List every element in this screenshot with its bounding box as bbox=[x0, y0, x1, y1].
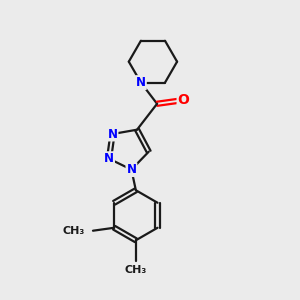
Text: CH₃: CH₃ bbox=[125, 265, 147, 275]
Text: N: N bbox=[104, 152, 114, 165]
Text: N: N bbox=[107, 128, 118, 140]
Text: N: N bbox=[126, 163, 136, 176]
Text: N: N bbox=[136, 76, 146, 89]
Text: CH₃: CH₃ bbox=[62, 226, 85, 236]
Text: O: O bbox=[178, 93, 190, 107]
